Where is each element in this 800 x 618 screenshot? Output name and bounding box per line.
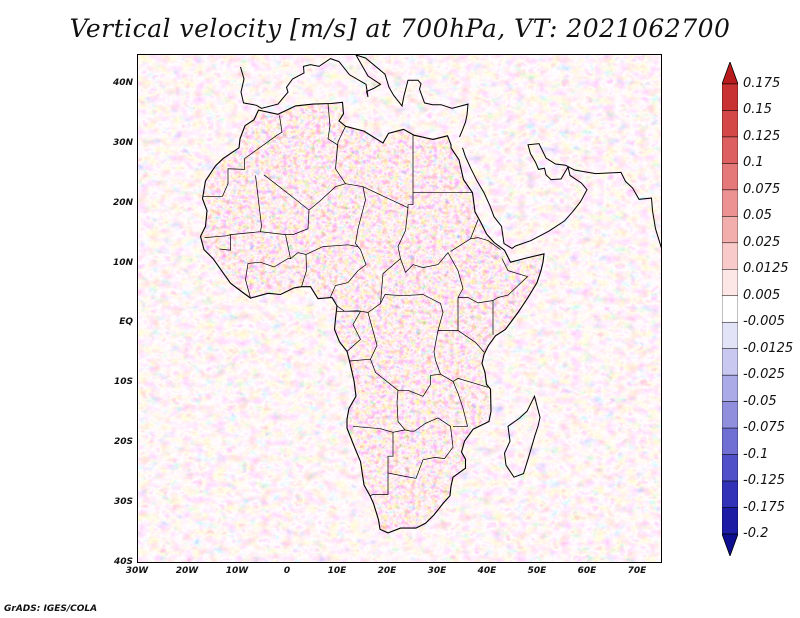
colorbar-bin <box>722 454 738 482</box>
colorbar-bin <box>722 295 738 323</box>
colorbar-label: -0.005 <box>743 314 785 330</box>
lat-tick-label: EQ <box>119 317 133 328</box>
colorbar-label: -0.175 <box>743 499 785 515</box>
lat-tick-label: 20N <box>112 197 133 208</box>
credit-text: GrADS: IGES/COLA <box>4 604 98 614</box>
lon-tick-label: 30W <box>125 566 149 576</box>
colorbar-bin <box>722 269 738 297</box>
map-svg <box>138 55 661 562</box>
colorbar-bin <box>722 136 738 164</box>
lon-tick-label: 20W <box>175 566 199 576</box>
colorbar-label: 0.125 <box>743 128 781 144</box>
colorbar-bin <box>722 480 738 508</box>
lon-tick-label: 10W <box>225 566 249 576</box>
lon-tick-label: 30E <box>427 566 447 576</box>
colorbar-label: -0.2 <box>743 526 769 541</box>
colorbar-label: 0.05 <box>743 208 772 224</box>
country-borders <box>203 103 529 497</box>
colorbar-bin <box>722 110 738 138</box>
colorbar-bin <box>722 507 738 535</box>
colorbar-bin <box>722 374 738 402</box>
colorbar-label: -0.0125 <box>743 340 794 356</box>
lon-tick-label: 70E <box>627 566 647 576</box>
lon-tick-label: 50E <box>527 566 547 576</box>
colorbar-bottom-arrow <box>722 533 738 556</box>
lon-tick-label: 0 <box>283 566 291 576</box>
colorbar-label: 0.005 <box>743 287 781 303</box>
chart-title: Vertical velocity [m/s] at 700hPa, VT: 2… <box>69 14 731 43</box>
lat-tick-label: 40N <box>112 77 133 88</box>
colorbar-label: 0.025 <box>743 234 781 250</box>
colorbar-label: -0.075 <box>743 420 785 436</box>
colorbar-top-arrow <box>722 62 738 85</box>
colorbar <box>722 62 738 556</box>
colorbar-label: -0.125 <box>743 473 785 489</box>
lon-tick-label: 10E <box>327 566 347 576</box>
colorbar-label: -0.1 <box>743 446 769 462</box>
colorbar-bin <box>722 401 738 429</box>
colorbar-bin <box>722 242 738 270</box>
colorbar-label: 0.0125 <box>743 261 789 277</box>
colorbar-label: -0.025 <box>743 367 785 383</box>
lat-tick-label: 20S <box>113 437 133 448</box>
arabia-coastline <box>462 143 661 249</box>
lat-tick-label: 30N <box>112 137 133 148</box>
madagascar-coastline <box>503 394 541 478</box>
colorbar-bin <box>722 427 738 455</box>
lat-tick-label: 10S <box>113 377 133 388</box>
lon-tick-label: 20E <box>377 566 397 576</box>
colorbar-label: 0.175 <box>743 76 781 91</box>
lat-tick-label: 10N <box>112 257 133 268</box>
colorbar-bin <box>722 163 738 191</box>
colorbar-bin <box>722 83 738 111</box>
colorbar-label: 0.075 <box>743 181 781 197</box>
colorbar-bin <box>722 321 738 349</box>
colorbar-label: -0.05 <box>743 393 777 409</box>
colorbar-bin <box>722 189 738 217</box>
colorbar-label: 0.15 <box>743 102 772 118</box>
colorbar-bin <box>722 216 738 244</box>
lon-tick-label: 60E <box>577 566 597 576</box>
map-plot-area <box>137 54 662 563</box>
colorbar-label: 0.1 <box>743 155 764 171</box>
colorbar-bin <box>722 348 738 376</box>
lat-tick-label: 30S <box>113 497 133 508</box>
europe-coastline <box>240 55 469 138</box>
coastline <box>199 101 545 534</box>
lon-tick-label: 40E <box>477 566 497 576</box>
lat-tick-label: 40S <box>113 557 133 567</box>
